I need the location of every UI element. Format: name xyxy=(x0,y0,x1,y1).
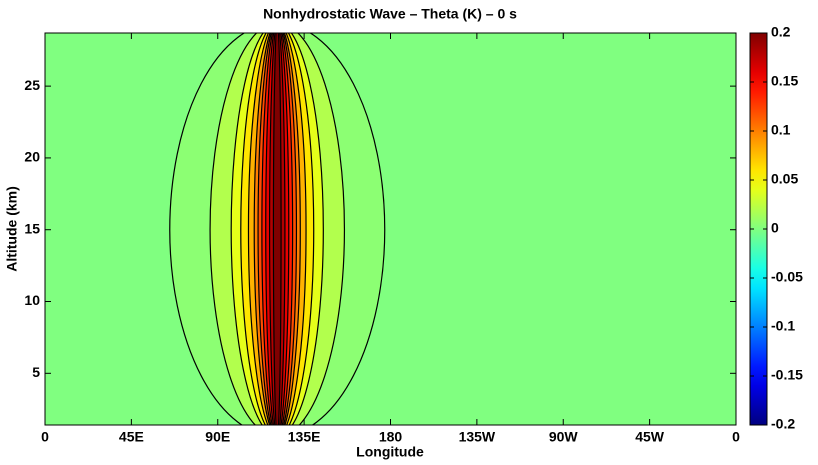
y-tick-label: 25 xyxy=(24,77,40,93)
y-axis-label: Altitude (km) xyxy=(4,186,20,272)
x-tick-label: 90E xyxy=(205,429,230,445)
contour-field xyxy=(45,33,736,425)
x-tick-label: 0 xyxy=(41,429,49,445)
y-tick-label: 10 xyxy=(24,292,40,308)
contour-line xyxy=(272,33,282,425)
chart-title: Nonhydrostatic Wave – Theta (K) – 0 s xyxy=(263,6,517,22)
colorbar-tick-label: -0.1 xyxy=(771,318,795,334)
colorbar-tick-label: 0.15 xyxy=(771,73,798,89)
x-tick-label: 135E xyxy=(288,429,321,445)
x-tick-label: 45W xyxy=(635,429,665,445)
colorbar-tick-label: 0.05 xyxy=(771,171,798,187)
y-tick-label: 20 xyxy=(24,149,40,165)
colorbar-tick-label: -0.15 xyxy=(771,367,803,383)
colorbar-tick-label: -0.05 xyxy=(771,269,803,285)
x-tick-label: 90W xyxy=(549,429,579,445)
colorbar-tick-label: -0.2 xyxy=(771,416,795,432)
background-field xyxy=(45,33,736,425)
x-tick-label: 0 xyxy=(732,429,740,445)
x-tick-label: 45E xyxy=(119,429,144,445)
x-tick-label: 135W xyxy=(459,429,496,445)
colorbar-tick-label: 0.1 xyxy=(771,122,791,138)
colorbar-tick-label: 0.2 xyxy=(771,24,791,40)
colorbar-tick-label: 0 xyxy=(771,220,779,236)
x-axis-label: Longitude xyxy=(356,444,424,460)
y-tick-label: 15 xyxy=(24,220,40,236)
x-tick-label: 180 xyxy=(379,429,403,445)
y-tick-label: 5 xyxy=(32,364,40,380)
